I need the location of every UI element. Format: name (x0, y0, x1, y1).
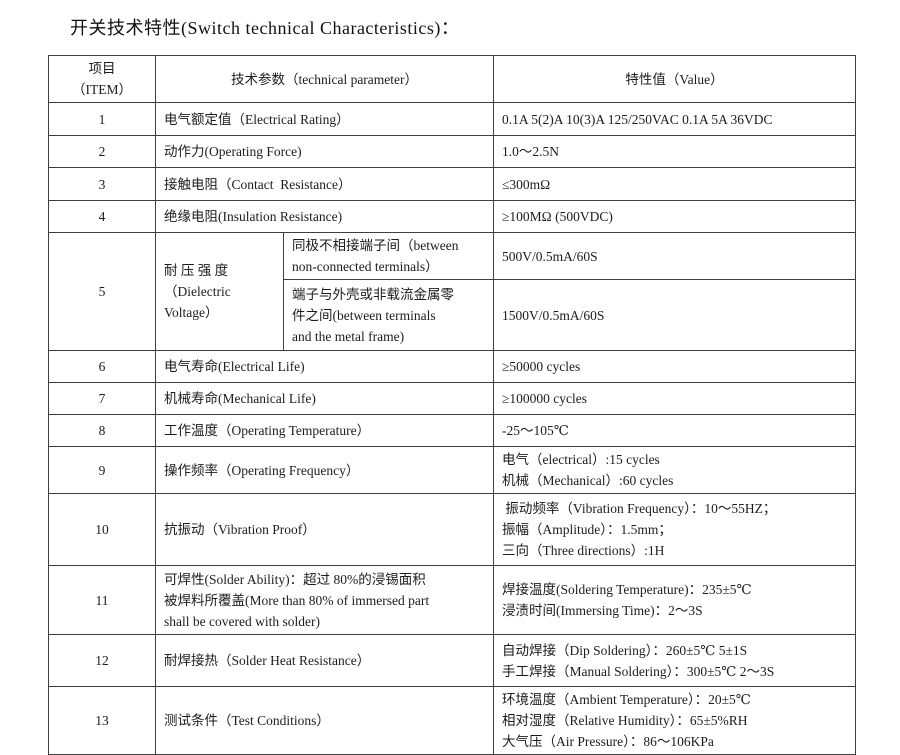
parameter-cell: 耐焊接热（Solder Heat Resistance） (155, 634, 494, 687)
item-number: 2 (48, 135, 156, 168)
item-number: 13 (48, 686, 156, 755)
parameter-cell: 电气额定值（Electrical Rating） (155, 102, 494, 136)
parameter-cell: 机械寿命(Mechanical Life) (155, 382, 494, 415)
value-cell: 1.0～2.5N (493, 135, 856, 168)
table-row: 3 接触电阻（Contact Resistance） ≤300mΩ (48, 167, 856, 201)
spec-table: 项目 （ITEM） 技术参数（technical parameter） 特性值（… (48, 55, 856, 755)
parameter-cell: 工作温度（Operating Temperature） (155, 414, 494, 447)
value-cell: 1500V/0.5mA/60S (493, 279, 856, 351)
item-number: 6 (48, 350, 156, 383)
value-cell: 自动焊接（Dip Soldering）：260±5℃ 5±1S 手工焊接（Man… (493, 634, 856, 687)
page-title: 开关技术特性(Switch technical Characteristics)… (70, 18, 460, 38)
table-row: 2 动作力(Operating Force) 1.0～2.5N (48, 135, 856, 168)
value-cell: 0.1A 5(2)A 10(3)A 125/250VAC 0.1A 5A 36V… (493, 102, 856, 136)
value-cell: 电气（electrical）:15 cycles 机械（Mechanical）:… (493, 446, 856, 494)
item-number: 4 (48, 200, 156, 233)
parameter-cell: 绝缘电阻(Insulation Resistance) (155, 200, 494, 233)
item-number: 12 (48, 634, 156, 687)
item-number: 5 (48, 232, 156, 351)
table-row: 13 测试条件（Test Conditions） 环境温度（Ambient Te… (48, 686, 856, 755)
table-row: 5 耐 压 强 度 （Dielectric Voltage） 同极不相接端子间（… (48, 232, 856, 351)
condition-cell: 同极不相接端子间（between non-connected terminals… (283, 232, 494, 280)
item-number: 3 (48, 167, 156, 201)
value-cell: ≤300mΩ (493, 167, 856, 201)
condition-cell: 端子与外壳或非载流金属零 件之间(between terminals and t… (283, 279, 494, 351)
parameter-cell: 抗振动（Vibration Proof） (155, 493, 494, 566)
item-number: 1 (48, 102, 156, 136)
table-row: 12 耐焊接热（Solder Heat Resistance） 自动焊接（Dip… (48, 634, 856, 687)
table-row: 6 电气寿命(Electrical Life) ≥50000 cycles (48, 350, 856, 383)
table-row: 11 可焊性(Solder Ability)：超过 80%的浸锡面积 被焊料所覆… (48, 565, 856, 635)
value-cell: ≥50000 cycles (493, 350, 856, 383)
parameter-cell: 操作频率（Operating Frequency） (155, 446, 494, 494)
table-subrow: 端子与外壳或非载流金属零 件之间(between terminals and t… (49, 279, 856, 351)
item-number: 9 (48, 446, 156, 494)
parameter-cell: 接触电阻（Contact Resistance） (155, 167, 494, 201)
parameter-cell: 可焊性(Solder Ability)：超过 80%的浸锡面积 被焊料所覆盖(M… (155, 565, 494, 635)
item-number: 7 (48, 382, 156, 415)
value-cell: ≥100000 cycles (493, 382, 856, 415)
item-number: 11 (48, 565, 156, 635)
parameter-cell: 电气寿命(Electrical Life) (155, 350, 494, 383)
value-cell: 振动频率（Vibration Frequency）：10～55HZ； 振幅（Am… (493, 493, 856, 566)
header-row: 项目 （ITEM） 技术参数（technical parameter） 特性值（… (48, 55, 856, 103)
col-header-parameter: 技术参数（technical parameter） (155, 55, 494, 103)
table-row: 7 机械寿命(Mechanical Life) ≥100000 cycles (48, 382, 856, 415)
table-row: 1 电气额定值（Electrical Rating） 0.1A 5(2)A 10… (48, 102, 856, 136)
table-row: 9 操作频率（Operating Frequency） 电气（electrica… (48, 446, 856, 494)
value-cell: 焊接温度(Soldering Temperature)：235±5℃ 浸渍时间(… (493, 565, 856, 635)
parameter-cell: 测试条件（Test Conditions） (155, 686, 494, 755)
table-row: 8 工作温度（Operating Temperature） -25～105℃ (48, 414, 856, 447)
col-header-item: 项目 （ITEM） (48, 55, 156, 103)
parameter-cell: 动作力(Operating Force) (155, 135, 494, 168)
table-row: 4 绝缘电阻(Insulation Resistance) ≥100MΩ (50… (48, 200, 856, 233)
table-row: 10 抗振动（Vibration Proof） 振动频率（Vibration F… (48, 493, 856, 566)
value-cell: -25～105℃ (493, 414, 856, 447)
item-number: 10 (48, 493, 156, 566)
value-cell: 环境温度（Ambient Temperature）：20±5℃ 相对湿度（Rel… (493, 686, 856, 755)
parameter-cell: 耐 压 强 度 （Dielectric Voltage） (155, 232, 284, 351)
value-cell: 500V/0.5mA/60S (493, 232, 856, 280)
col-header-value: 特性值（Value） (493, 55, 856, 103)
value-cell: ≥100MΩ (500VDC) (493, 200, 856, 233)
item-number: 8 (48, 414, 156, 447)
